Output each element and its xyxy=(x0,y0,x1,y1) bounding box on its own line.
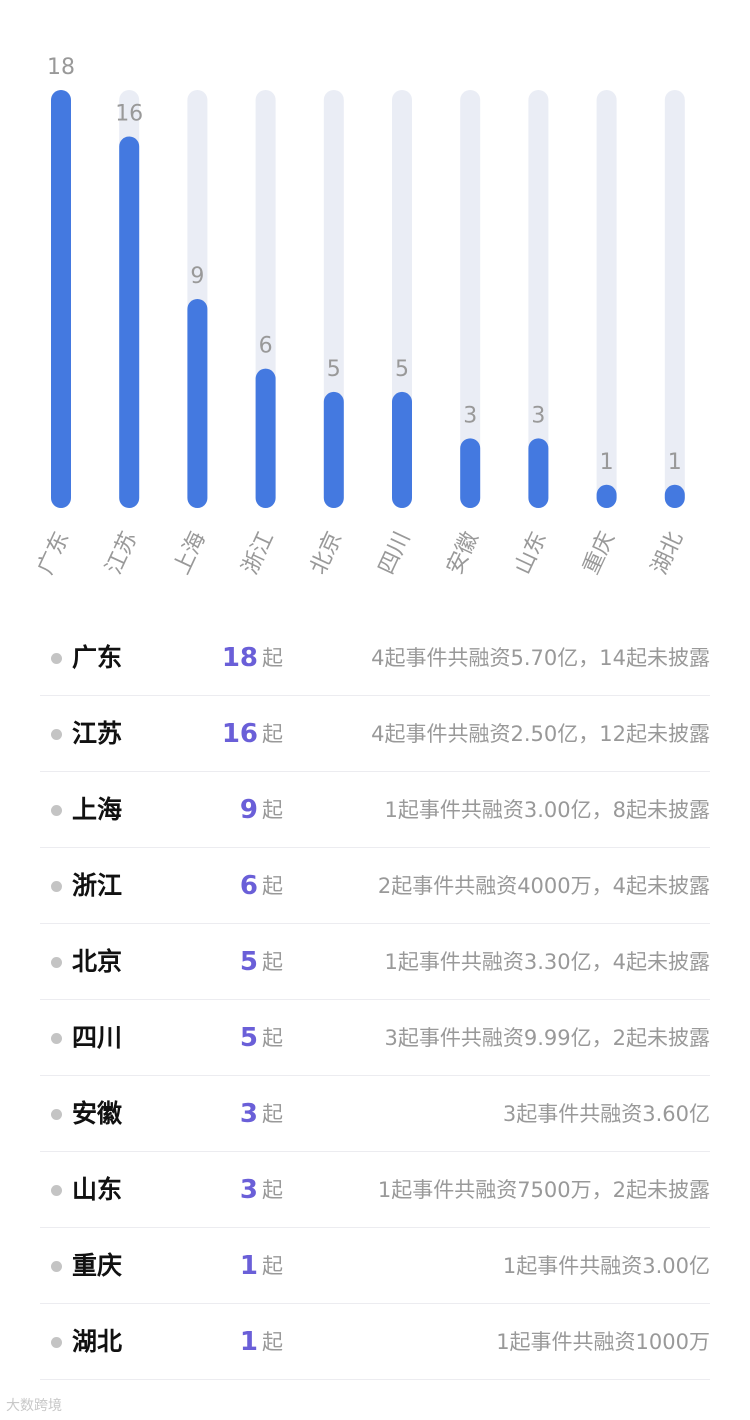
data-label: 5 xyxy=(327,357,341,382)
list-item: 广东 18 起 4起事件共融资5.70亿，14起未披露 xyxy=(40,620,710,696)
data-label: 9 xyxy=(190,264,204,289)
event-count: 6 xyxy=(239,871,258,901)
financing-description: 1起事件共融资3.00亿，8起未披露 xyxy=(384,798,710,822)
bullet-dot xyxy=(51,805,62,816)
province-name: 四川 xyxy=(72,1023,123,1052)
event-count: 5 xyxy=(239,947,258,977)
province-name: 广东 xyxy=(72,643,123,672)
bullet-dot xyxy=(51,653,62,664)
financing-description: 1起事件共融资1000万 xyxy=(496,1330,710,1354)
category-label: 四川 xyxy=(374,528,415,578)
count-unit: 起 xyxy=(262,646,283,670)
bullet-dot xyxy=(51,729,62,740)
category-label: 安徽 xyxy=(442,528,483,578)
province-name: 北京 xyxy=(72,947,123,976)
financing-description: 3起事件共融资9.99亿，2起未披露 xyxy=(384,1026,710,1050)
list-item: 湖北 1 起 1起事件共融资1000万 xyxy=(40,1304,710,1380)
category-label: 浙江 xyxy=(238,528,279,578)
bar xyxy=(119,136,140,508)
count-unit: 起 xyxy=(262,798,283,822)
data-label: 3 xyxy=(463,403,477,428)
bullet-dot xyxy=(51,881,62,892)
event-count: 18 xyxy=(221,643,258,673)
province-name: 上海 xyxy=(72,795,123,824)
data-label: 5 xyxy=(395,357,409,382)
category-label: 广东 xyxy=(33,528,74,578)
category-label: 重庆 xyxy=(579,528,620,578)
bar xyxy=(255,368,276,508)
province-name: 安徽 xyxy=(72,1099,123,1128)
event-count: 16 xyxy=(221,719,258,749)
category-label: 山东 xyxy=(511,528,552,578)
list-item: 上海 9 起 1起事件共融资3.00亿，8起未披露 xyxy=(40,772,710,848)
event-count: 1 xyxy=(239,1251,258,1281)
financing-description: 2起事件共融资4000万，4起未披露 xyxy=(377,874,710,898)
data-label: 18 xyxy=(47,55,75,80)
bar xyxy=(664,484,685,508)
financing-description: 1起事件共融资3.30亿，4起未披露 xyxy=(384,950,710,974)
data-label: 3 xyxy=(531,403,545,428)
bar xyxy=(187,299,208,508)
category-label: 江苏 xyxy=(101,528,142,578)
bar-track xyxy=(664,90,685,508)
list-item: 四川 5 起 3起事件共融资9.99亿，2起未披露 xyxy=(40,1000,710,1076)
event-count: 5 xyxy=(239,1023,258,1053)
bar xyxy=(392,391,412,508)
count-unit: 起 xyxy=(262,1026,283,1050)
list-item: 北京 5 起 1起事件共融资3.30亿，4起未披露 xyxy=(40,924,710,1000)
bullet-dot xyxy=(51,1109,62,1120)
event-count: 3 xyxy=(239,1175,258,1205)
bar-track xyxy=(460,90,481,508)
bullet-dot xyxy=(51,1261,62,1272)
bar xyxy=(460,438,481,508)
watermark: 大数跨境 xyxy=(6,1398,62,1414)
count-unit: 起 xyxy=(262,1330,283,1354)
province-list: 广东 18 起 4起事件共融资5.70亿，14起未披露 江苏 16 起 4起事件共融资2.50… xyxy=(40,620,710,1380)
financing-description: 1起事件共融资3.00亿 xyxy=(502,1254,710,1278)
bullet-dot xyxy=(51,1185,62,1196)
bullet-dot xyxy=(51,1337,62,1348)
event-count: 3 xyxy=(239,1099,258,1129)
province-name: 山东 xyxy=(72,1175,123,1204)
bar xyxy=(528,438,549,508)
bar-chart: 18 广东 16 江苏 9 上海 6 浙江 5 北京 5 四川 3 安徽 3 山东 1 重庆 1 湖北 xyxy=(33,55,688,578)
list-item: 江苏 16 起 4起事件共融资2.50亿，12起未披露 xyxy=(40,696,710,772)
count-unit: 起 xyxy=(262,1254,283,1278)
province-name: 江苏 xyxy=(72,719,123,748)
list-item: 浙江 6 起 2起事件共融资4000万，4起未披露 xyxy=(40,848,710,924)
data-label: 1 xyxy=(668,450,682,475)
count-unit: 起 xyxy=(262,1102,283,1126)
list-item: 重庆 1 起 1起事件共融资3.00亿 xyxy=(40,1228,710,1304)
bar-track xyxy=(528,90,549,508)
bar xyxy=(323,391,344,508)
count-unit: 起 xyxy=(262,874,283,898)
bullet-dot xyxy=(51,957,62,968)
category-label: 北京 xyxy=(306,528,347,578)
province-name: 浙江 xyxy=(72,871,123,900)
province-name: 重庆 xyxy=(72,1251,123,1280)
financing-description: 4起事件共融资5.70亿，14起未披露 xyxy=(371,646,710,670)
category-label: 湖北 xyxy=(647,528,688,578)
count-unit: 起 xyxy=(262,722,283,746)
category-label: 上海 xyxy=(170,528,211,578)
data-label: 1 xyxy=(600,450,614,475)
list-item: 安徽 3 起 3起事件共融资3.60亿 xyxy=(40,1076,710,1152)
data-label: 6 xyxy=(259,334,273,359)
financing-description: 1起事件共融资7500万，2起未披露 xyxy=(377,1178,710,1202)
data-label: 16 xyxy=(115,101,143,126)
bar-track xyxy=(596,90,617,508)
list-item: 山东 3 起 1起事件共融资7500万，2起未披露 xyxy=(40,1152,710,1228)
financing-description: 4起事件共融资2.50亿，12起未披露 xyxy=(371,722,710,746)
bar xyxy=(596,484,617,508)
count-unit: 起 xyxy=(262,1178,283,1202)
bullet-dot xyxy=(51,1033,62,1044)
bar xyxy=(51,90,71,508)
province-name: 湖北 xyxy=(72,1327,123,1356)
event-count: 9 xyxy=(239,795,258,825)
event-count: 1 xyxy=(239,1327,258,1357)
count-unit: 起 xyxy=(262,950,283,974)
financing-description: 3起事件共融资3.60亿 xyxy=(502,1102,710,1126)
